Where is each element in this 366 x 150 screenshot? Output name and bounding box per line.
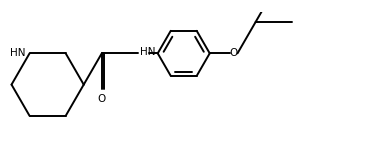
Text: HN: HN bbox=[140, 46, 155, 57]
Text: O: O bbox=[98, 94, 106, 104]
Text: O: O bbox=[229, 48, 237, 58]
Text: HN: HN bbox=[10, 48, 25, 58]
